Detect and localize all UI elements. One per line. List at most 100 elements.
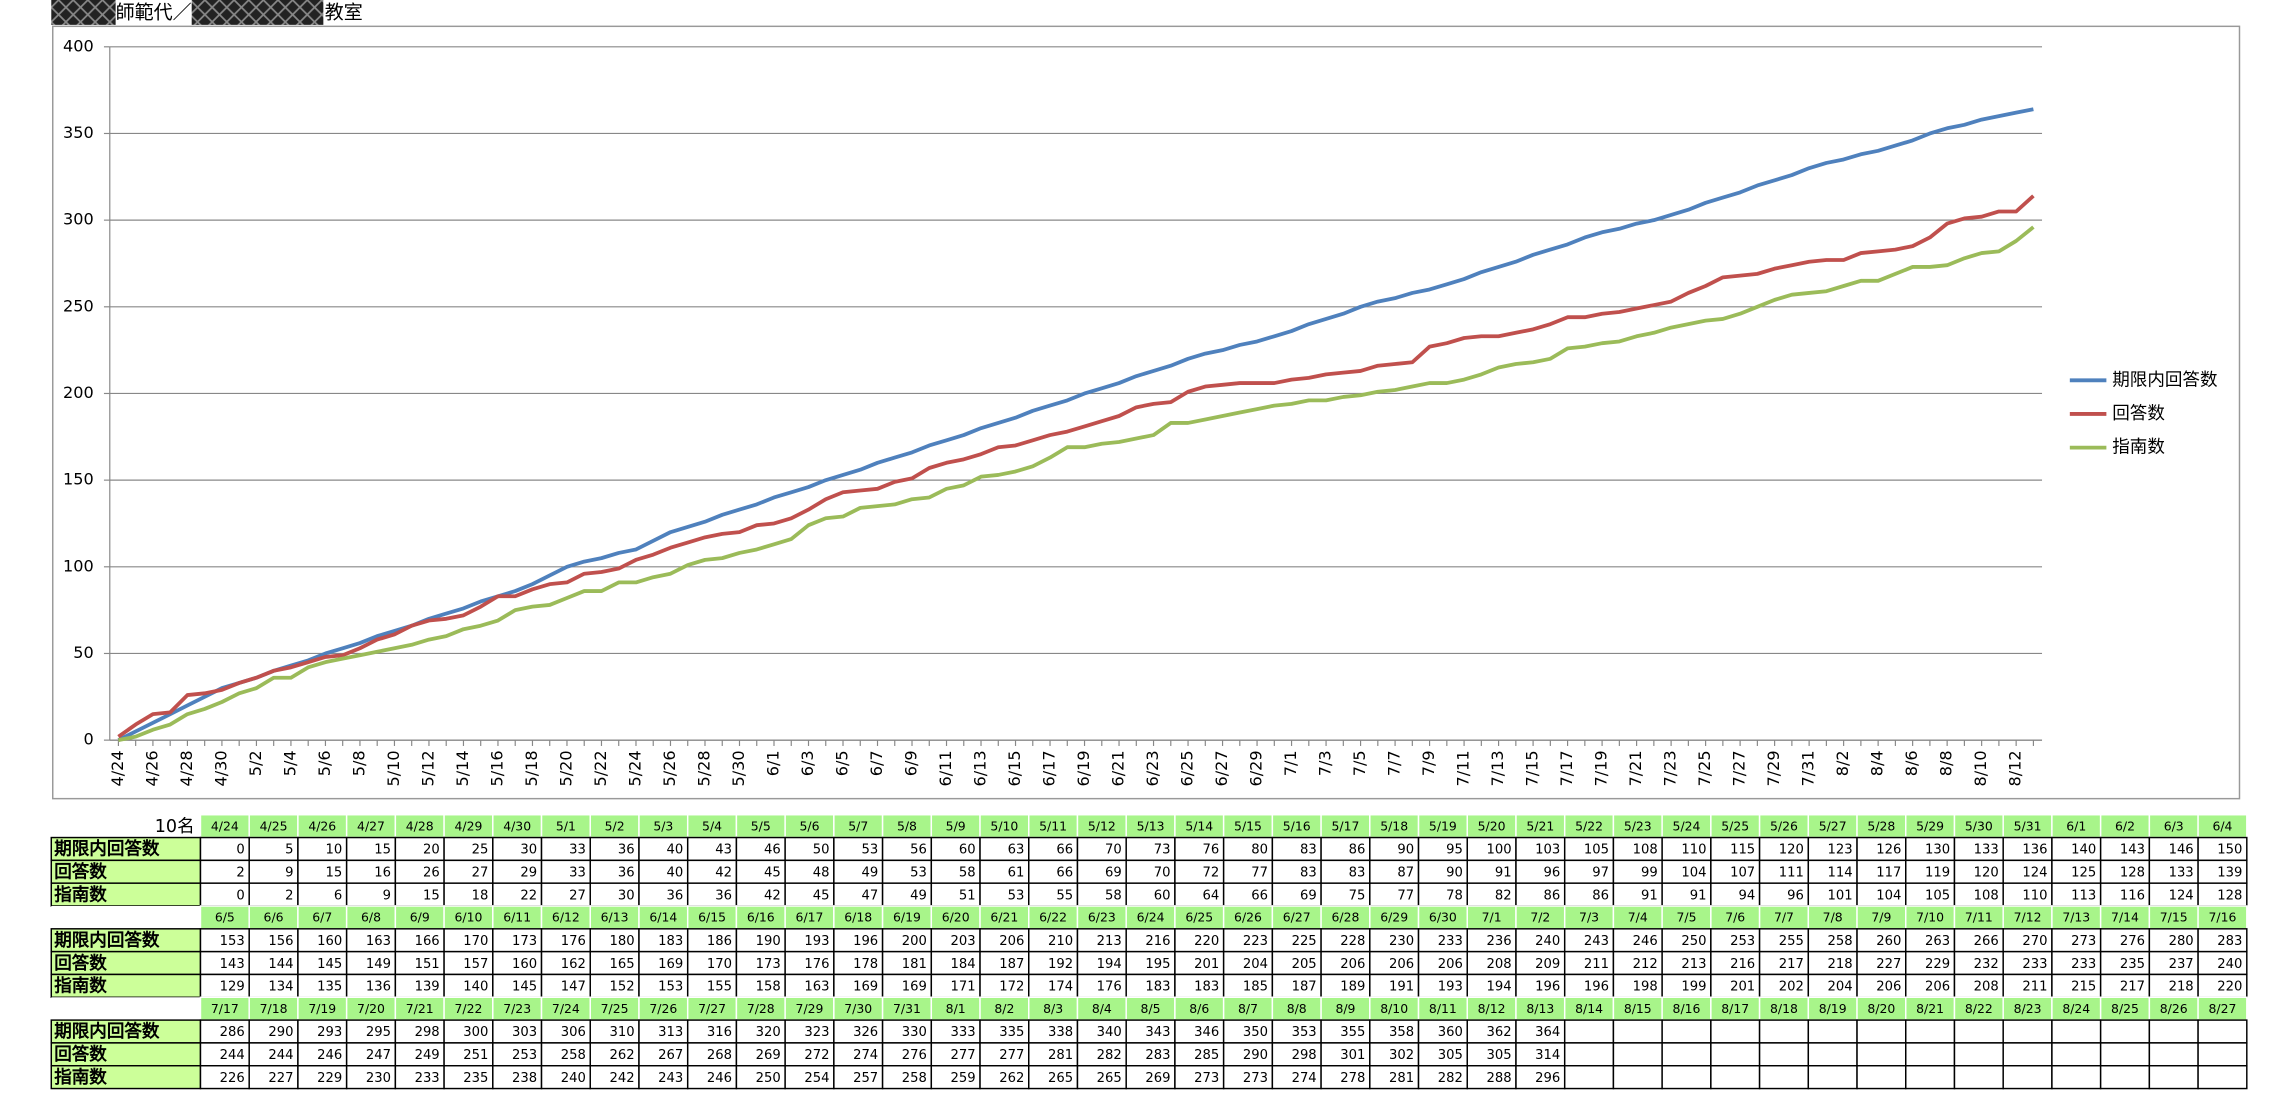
cell-value: 29 xyxy=(520,866,537,881)
x-tick-label: 6/17 xyxy=(1040,750,1059,786)
cell-value: 185 xyxy=(1243,980,1268,995)
cell-value: 15 xyxy=(326,866,343,881)
cell-value: 6 xyxy=(334,888,342,903)
date-header: 5/22 xyxy=(1575,818,1603,833)
cell-value: 298 xyxy=(1292,1048,1317,1063)
cell-value: 280 xyxy=(2169,934,2194,949)
cell-value: 157 xyxy=(463,957,488,972)
cell-value: 63 xyxy=(1008,843,1025,858)
cell-value: 233 xyxy=(2022,957,2047,972)
cell-value: 203 xyxy=(951,934,976,949)
y-tick-label: 300 xyxy=(63,210,94,229)
data-cell xyxy=(2051,1064,2102,1090)
date-header: 4/25 xyxy=(260,818,288,833)
cell-value: 273 xyxy=(2071,934,2096,949)
cell-value: 265 xyxy=(1048,1071,1073,1086)
cell-value: 110 xyxy=(1681,843,1706,858)
cell-value: 133 xyxy=(2169,866,2194,881)
date-header: 5/15 xyxy=(1234,818,1262,833)
row-label: 回答数 xyxy=(54,1044,107,1065)
series-line xyxy=(117,107,2034,742)
x-tick-label: 5/24 xyxy=(625,750,644,786)
cell-value: 213 xyxy=(1681,957,1706,972)
cell-value: 176 xyxy=(804,957,829,972)
cell-value: 255 xyxy=(1779,934,1804,949)
cell-value: 360 xyxy=(1438,1025,1463,1040)
cell-value: 260 xyxy=(1876,934,1901,949)
cell-value: 156 xyxy=(268,934,293,949)
cell-value: 173 xyxy=(756,957,781,972)
x-tick-label: 7/3 xyxy=(1316,750,1335,776)
cell-value: 254 xyxy=(804,1071,829,1086)
cell-value: 266 xyxy=(1974,934,1999,949)
cell-value: 229 xyxy=(317,1071,342,1086)
table-corner xyxy=(51,997,201,1021)
x-tick-label: 6/5 xyxy=(833,750,852,776)
date-header: 6/27 xyxy=(1283,910,1311,925)
date-header: 5/23 xyxy=(1624,818,1652,833)
date-header: 7/5 xyxy=(1677,910,1697,925)
cell-value: 58 xyxy=(959,866,976,881)
date-header: 5/30 xyxy=(1965,818,1993,833)
cell-value: 225 xyxy=(1292,934,1317,949)
cell-value: 113 xyxy=(2071,888,2096,903)
cell-value: 259 xyxy=(951,1071,976,1086)
cell-value: 30 xyxy=(520,843,537,858)
cell-value: 111 xyxy=(1779,866,1804,881)
cell-value: 162 xyxy=(561,957,586,972)
cell-value: 40 xyxy=(667,866,684,881)
cell-value: 193 xyxy=(804,934,829,949)
x-tick-label: 7/13 xyxy=(1488,750,1507,786)
cell-value: 42 xyxy=(715,866,732,881)
x-tick-label: 6/25 xyxy=(1178,750,1197,786)
date-header: 7/8 xyxy=(1823,910,1843,925)
date-header: 8/11 xyxy=(1429,1001,1457,1016)
cell-value: 96 xyxy=(1787,888,1804,903)
row-label: 回答数 xyxy=(54,862,107,883)
cell-value: 33 xyxy=(569,866,586,881)
redaction xyxy=(51,0,116,25)
x-tick-label: 8/4 xyxy=(1868,750,1887,776)
date-header: 6/3 xyxy=(2164,818,2184,833)
legend-label: 指南数 xyxy=(2112,438,2165,458)
cell-value: 25 xyxy=(472,843,489,858)
data-cell xyxy=(2148,1042,2199,1067)
data-cell xyxy=(1758,1042,1810,1067)
cell-value: 346 xyxy=(1194,1025,1219,1040)
date-header: 5/28 xyxy=(1867,818,1895,833)
cell-value: 46 xyxy=(764,843,781,858)
date-header: 7/9 xyxy=(1871,910,1891,925)
cell-value: 208 xyxy=(1486,957,1511,972)
cell-value: 5 xyxy=(285,843,293,858)
cell-value: 51 xyxy=(959,888,976,903)
x-tick-label: 7/5 xyxy=(1350,750,1369,776)
date-header: 5/13 xyxy=(1137,818,1165,833)
cell-value: 53 xyxy=(910,866,927,881)
date-header: 8/24 xyxy=(2062,1001,2090,1016)
x-tick-label: 7/1 xyxy=(1281,750,1300,776)
cell-value: 194 xyxy=(1097,957,1122,972)
cell-value: 108 xyxy=(1974,888,1999,903)
cell-value: 160 xyxy=(317,934,342,949)
cell-value: 9 xyxy=(285,866,293,881)
series-line xyxy=(118,225,2035,742)
cell-value: 135 xyxy=(317,980,342,995)
cell-value: 123 xyxy=(1828,843,1853,858)
date-header: 6/8 xyxy=(361,910,381,925)
date-header: 7/10 xyxy=(1916,910,1944,925)
date-header: 8/19 xyxy=(1819,1001,1847,1016)
date-header: 5/18 xyxy=(1380,818,1408,833)
date-header: 6/5 xyxy=(215,910,235,925)
row-label: 指南数 xyxy=(54,1067,107,1088)
cell-value: 36 xyxy=(618,866,635,881)
x-tick-label: 4/30 xyxy=(211,750,230,786)
y-tick-label: 400 xyxy=(63,36,94,55)
cell-value: 199 xyxy=(1681,980,1706,995)
cell-value: 53 xyxy=(1008,888,1025,903)
date-header: 6/14 xyxy=(649,910,677,925)
cell-value: 286 xyxy=(220,1025,245,1040)
cell-value: 133 xyxy=(1974,843,1999,858)
date-header: 6/17 xyxy=(796,910,824,925)
cell-value: 211 xyxy=(2022,980,2047,995)
date-header: 5/19 xyxy=(1429,818,1457,833)
